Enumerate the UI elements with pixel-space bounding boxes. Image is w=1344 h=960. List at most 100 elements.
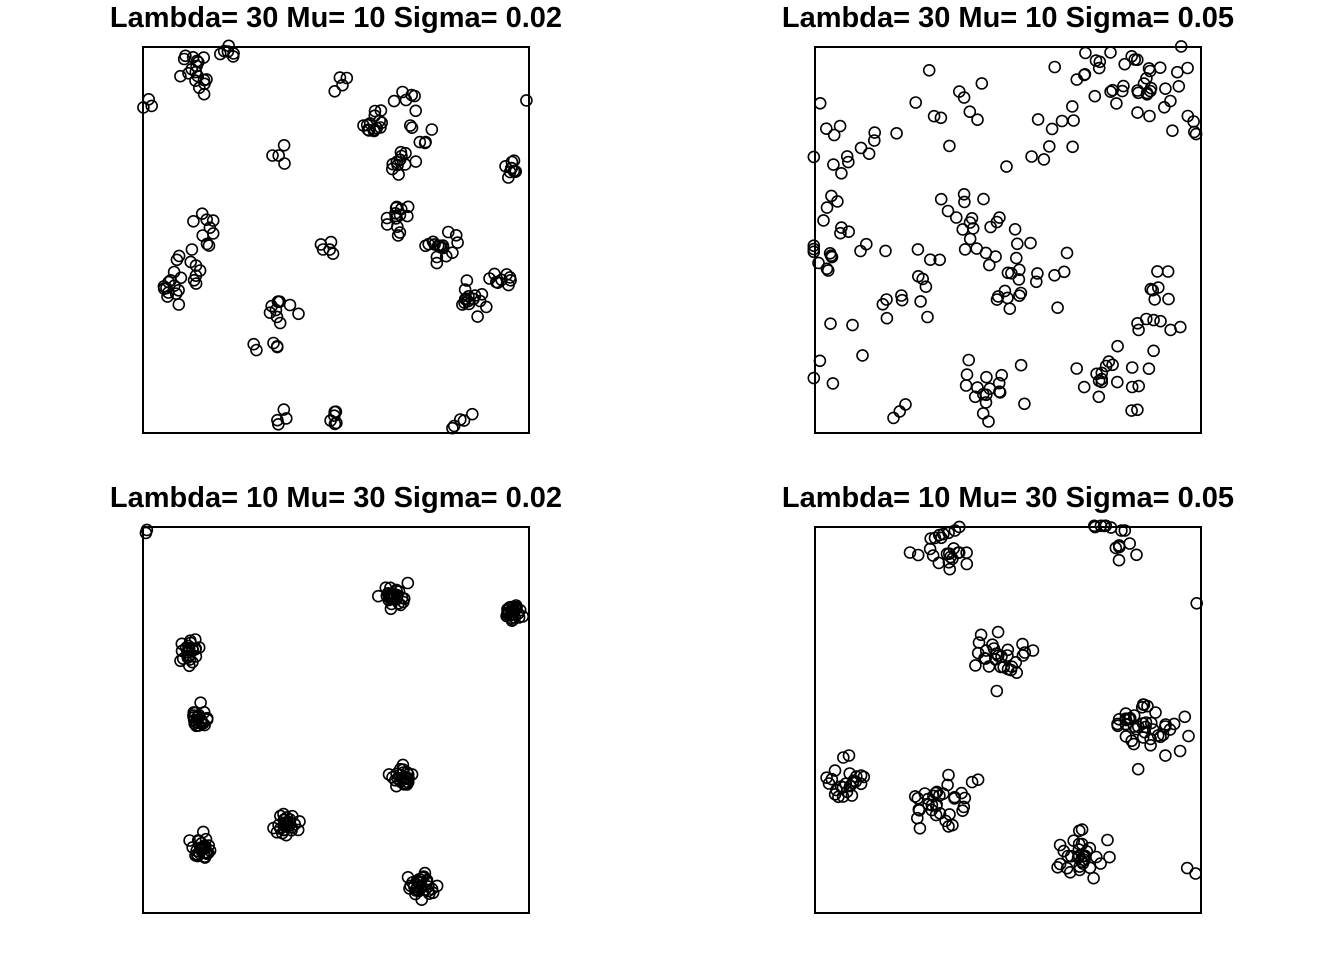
data-point	[145, 99, 158, 113]
data-point	[1148, 293, 1161, 306]
data-point	[807, 239, 821, 252]
data-point	[458, 283, 472, 296]
data-point	[393, 226, 407, 239]
data-point	[169, 287, 183, 301]
data-point	[137, 101, 150, 114]
data-point	[836, 790, 850, 803]
data-point	[1001, 266, 1015, 280]
scatter-points	[139, 523, 530, 907]
data-point	[1144, 738, 1157, 752]
data-point	[834, 226, 847, 240]
data-point	[835, 167, 848, 180]
data-point	[1097, 519, 1111, 533]
data-point	[1132, 379, 1145, 393]
data-point	[1146, 723, 1160, 736]
data-point	[1187, 115, 1200, 128]
data-point	[1012, 263, 1026, 277]
data-point	[990, 293, 1004, 306]
data-point	[189, 259, 203, 272]
data-point	[1172, 80, 1186, 93]
data-point	[1106, 358, 1119, 372]
data-point	[479, 300, 493, 314]
data-point	[285, 821, 299, 834]
data-point	[828, 787, 842, 801]
data-point	[461, 294, 475, 308]
data-point	[1025, 150, 1038, 163]
data-point	[847, 774, 860, 788]
data-point	[1048, 60, 1061, 74]
data-point	[841, 155, 855, 169]
data-point	[272, 149, 286, 162]
data-point	[1111, 375, 1124, 389]
data-point	[1095, 372, 1108, 386]
data-point	[1092, 390, 1106, 404]
panel-1: Lambda= 30 Mu= 10 Sigma= 0.02	[110, 2, 562, 435]
data-point	[913, 821, 927, 835]
data-point	[1014, 358, 1028, 372]
data-point	[189, 650, 203, 663]
data-point	[1118, 524, 1132, 537]
data-point	[195, 715, 208, 729]
data-point	[314, 238, 328, 251]
data-point	[944, 550, 957, 564]
data-point	[1103, 850, 1116, 864]
data-point	[928, 531, 942, 545]
data-point	[1125, 734, 1138, 748]
data-point	[1092, 61, 1106, 75]
data-point	[451, 236, 464, 249]
data-point	[167, 265, 181, 279]
panel-title: Lambda= 10 Mu= 30 Sigma= 0.02	[110, 482, 562, 514]
data-point	[389, 201, 403, 215]
data-point	[1138, 725, 1151, 739]
data-point	[183, 834, 196, 847]
data-point	[199, 832, 213, 846]
data-point	[1051, 301, 1064, 315]
data-point	[833, 119, 847, 133]
data-point	[396, 758, 410, 772]
data-point	[465, 407, 479, 421]
data-point	[386, 770, 399, 784]
data-point	[1012, 273, 1026, 286]
data-point	[836, 751, 850, 764]
data-point	[983, 382, 997, 396]
data-point	[909, 96, 923, 109]
data-point	[934, 531, 948, 545]
data-point	[1143, 109, 1156, 123]
data-point	[854, 244, 867, 258]
data-point	[1125, 49, 1138, 63]
data-point	[510, 600, 523, 614]
data-point	[922, 64, 936, 77]
data-point	[823, 247, 837, 260]
data-point	[941, 778, 954, 792]
data-point	[1140, 312, 1153, 326]
data-point	[1099, 359, 1113, 373]
data-point	[200, 237, 214, 251]
data-point	[993, 211, 1006, 224]
data-point	[340, 71, 354, 85]
data-point	[250, 343, 263, 357]
data-point	[958, 791, 972, 805]
data-point	[392, 596, 406, 610]
data-point	[914, 295, 927, 308]
data-point	[324, 414, 337, 427]
data-point	[880, 311, 894, 325]
data-point	[1070, 362, 1083, 375]
data-point	[846, 318, 859, 332]
data-point	[1131, 106, 1144, 119]
data-point	[1057, 844, 1071, 858]
data-point	[840, 150, 854, 163]
data-point	[1030, 275, 1043, 289]
data-point	[1088, 89, 1102, 103]
data-point	[980, 370, 993, 384]
data-point	[1016, 637, 1029, 651]
data-point	[957, 188, 971, 201]
plot-frame	[142, 526, 530, 914]
data-point	[182, 67, 195, 80]
data-point	[831, 195, 844, 208]
data-point	[1072, 837, 1086, 851]
panel-4: Lambda= 10 Mu= 30 Sigma= 0.05	[782, 482, 1234, 914]
data-point	[392, 168, 405, 181]
data-point	[895, 289, 908, 302]
data-point	[462, 289, 475, 303]
